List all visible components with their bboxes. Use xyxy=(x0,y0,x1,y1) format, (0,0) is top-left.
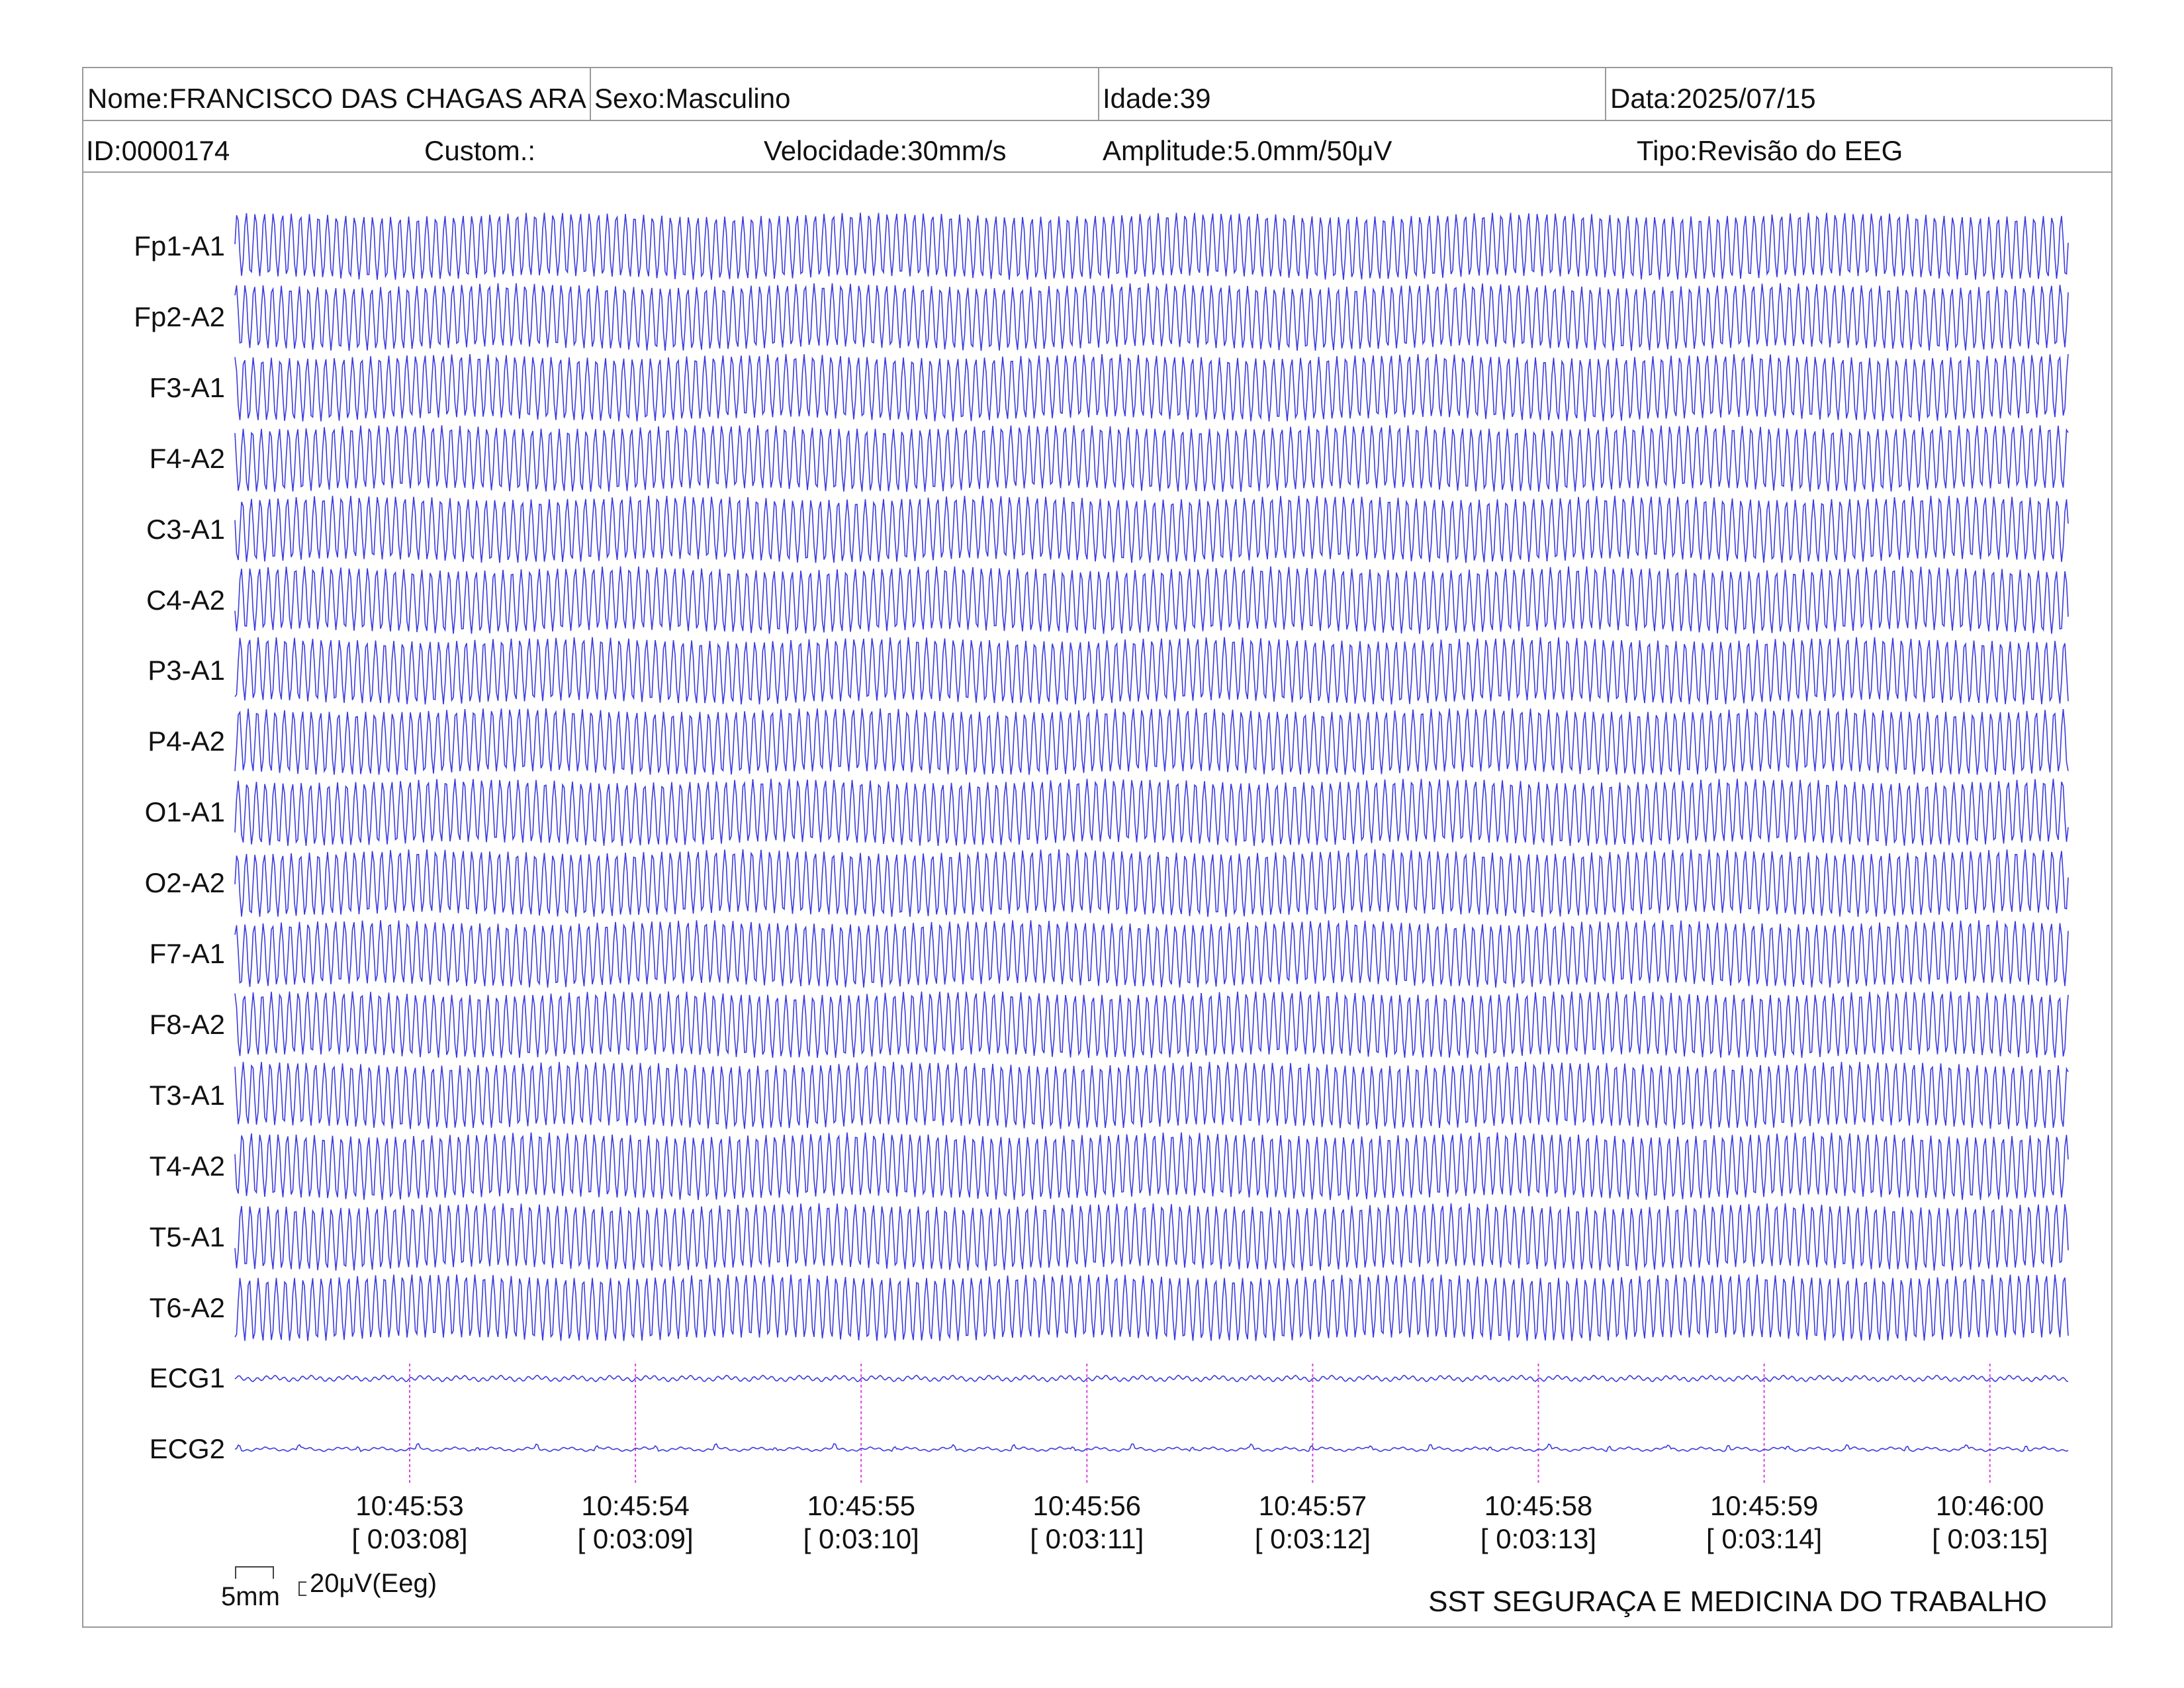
time-label-clock: 10:45:54 xyxy=(581,1490,690,1521)
time-label-elapsed: [ 0:03:14] xyxy=(1706,1523,1823,1555)
time-label-clock: 10:45:57 xyxy=(1258,1490,1367,1521)
channel-label: T5-A1 xyxy=(149,1221,225,1252)
time-label-clock: 10:45:58 xyxy=(1484,1490,1593,1521)
custom-field: Custom.: xyxy=(424,135,536,166)
exam-date: Data:2025/07/15 xyxy=(1610,83,1816,114)
channel-trace xyxy=(234,708,2069,775)
report-frame xyxy=(82,67,2113,1628)
time-label: 10:45:59[ 0:03:14] xyxy=(1685,1489,1844,1556)
channel-label: O1-A1 xyxy=(144,796,225,828)
channel-trace xyxy=(234,212,2069,280)
channel-label: Fp1-A1 xyxy=(134,230,225,261)
channel-trace xyxy=(234,778,2069,846)
channel-label: Fp2-A2 xyxy=(134,301,225,332)
patient-name: Nome:FRANCISCO DAS CHAGAS ARA xyxy=(87,83,586,114)
channel-label: ECG2 xyxy=(149,1433,225,1465)
time-label-clock: 10:46:00 xyxy=(1935,1490,2044,1521)
channel-trace xyxy=(234,1132,2069,1200)
time-label-elapsed: [ 0:03:13] xyxy=(1480,1523,1597,1555)
channel-label: T6-A2 xyxy=(149,1291,225,1323)
time-label-elapsed: [ 0:03:15] xyxy=(1932,1523,2048,1555)
time-label-elapsed: [ 0:03:12] xyxy=(1254,1523,1371,1555)
time-label: 10:46:00[ 0:03:15] xyxy=(1911,1489,2070,1556)
channel-trace xyxy=(234,1062,2069,1129)
channel-label: C3-A1 xyxy=(146,513,225,545)
time-label: 10:45:54[ 0:03:09] xyxy=(556,1489,715,1556)
patient-id: ID:0000174 xyxy=(86,135,230,166)
header-bottom-divider xyxy=(82,171,2113,173)
channel-trace xyxy=(234,637,2069,705)
channel-trace xyxy=(234,991,2069,1058)
channel-label: F7-A1 xyxy=(149,938,225,969)
patient-age: Idade:39 xyxy=(1103,83,1211,114)
channel-label: T3-A1 xyxy=(149,1079,225,1111)
time-label-elapsed: [ 0:03:08] xyxy=(351,1523,468,1555)
channel-trace xyxy=(234,283,2069,351)
header-cell-divider xyxy=(1098,67,1099,120)
channel-trace xyxy=(234,1374,2069,1383)
time-label-elapsed: [ 0:03:09] xyxy=(577,1523,694,1555)
time-label-clock: 10:45:56 xyxy=(1032,1490,1142,1521)
channel-label: O2-A2 xyxy=(144,867,225,899)
time-label-clock: 10:45:53 xyxy=(355,1490,464,1521)
channel-label: C4-A2 xyxy=(146,584,225,616)
channel-trace xyxy=(234,1274,2069,1341)
channel-trace xyxy=(234,849,2069,917)
scale-length-label: 5mm xyxy=(221,1582,280,1611)
header-cell-divider xyxy=(590,67,591,120)
time-label-elapsed: [ 0:03:10] xyxy=(803,1523,919,1555)
time-label-elapsed: [ 0:03:11] xyxy=(1030,1523,1144,1555)
channel-trace xyxy=(234,353,2069,422)
channel-label: P4-A2 xyxy=(148,726,225,757)
recording-speed: Velocidade:30mm/s xyxy=(764,135,1007,166)
scale-voltage-label: 20μV(Eeg) xyxy=(310,1569,437,1598)
time-label: 10:45:55[ 0:03:10] xyxy=(782,1489,940,1556)
channel-trace xyxy=(234,566,2069,634)
time-label: 10:45:58[ 0:03:13] xyxy=(1459,1489,1618,1556)
channel-label: ECG1 xyxy=(149,1362,225,1394)
channel-trace xyxy=(234,425,2069,492)
exam-type: Tipo:Revisão do EEG xyxy=(1637,135,1903,166)
time-label: 10:45:57[ 0:03:12] xyxy=(1233,1489,1392,1556)
patient-sex: Sexo:Masculino xyxy=(594,83,791,114)
channel-label: P3-A1 xyxy=(148,655,225,686)
header-cell-divider xyxy=(1605,67,1606,120)
channel-trace xyxy=(234,495,2069,563)
header-divider xyxy=(82,120,2113,121)
time-label: 10:45:56[ 0:03:11] xyxy=(1007,1489,1166,1556)
channel-label: F8-A2 xyxy=(149,1008,225,1040)
channel-label: F3-A1 xyxy=(149,371,225,403)
channel-trace xyxy=(234,1442,2069,1452)
recording-amplitude: Amplitude:5.0mm/50μV xyxy=(1103,135,1392,166)
channel-label: F4-A2 xyxy=(149,442,225,474)
time-label: 10:45:53[ 0:03:08] xyxy=(330,1489,489,1556)
channel-trace xyxy=(234,920,2069,988)
channel-label: T4-A2 xyxy=(149,1150,225,1182)
time-label-clock: 10:45:59 xyxy=(1709,1490,1819,1521)
channel-trace xyxy=(234,1203,2069,1271)
time-label-clock: 10:45:55 xyxy=(807,1490,915,1521)
organization-footer: SST SEGURAÇA E MEDICINA DO TRABALHO xyxy=(1428,1585,2047,1618)
